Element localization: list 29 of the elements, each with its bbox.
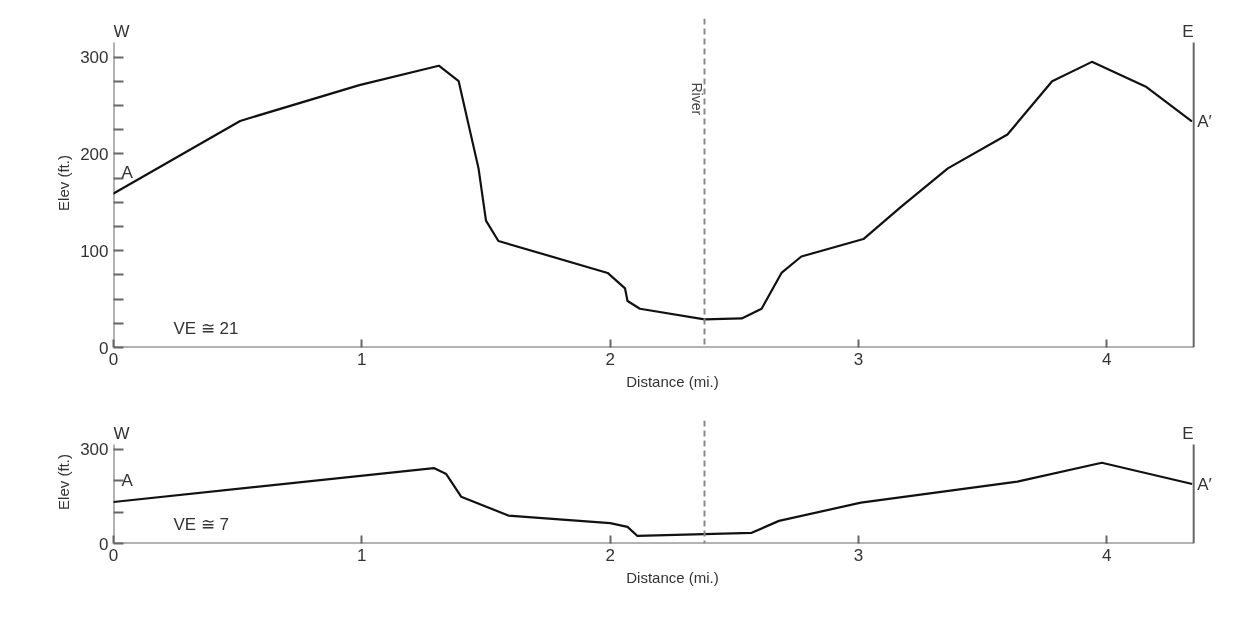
annotation: A xyxy=(121,471,134,491)
x-tick-label: 4 xyxy=(1102,545,1112,565)
text: W xyxy=(113,423,130,443)
y-tick-label: 300 xyxy=(80,440,109,460)
x-tick-label: 3 xyxy=(853,349,864,369)
text: E xyxy=(1182,423,1194,443)
text: W xyxy=(113,21,130,41)
x-axis-title: Distance (mi.) xyxy=(626,372,719,390)
x-tick-label: 4 xyxy=(1102,349,1112,369)
y-tick-label: 100 xyxy=(80,241,109,261)
y-tick-label: 200 xyxy=(80,144,109,164)
line-series xyxy=(113,60,1193,321)
text: E xyxy=(1182,21,1194,41)
y-axis-title: Elev (ft.) xyxy=(55,155,73,211)
line-series xyxy=(113,461,1193,538)
annotation: A xyxy=(121,162,134,182)
y-tick-label: 300 xyxy=(80,48,109,68)
x-tick-label: 2 xyxy=(605,349,615,369)
y-axis-title: Elev (ft.) xyxy=(55,454,73,510)
x-tick-label: 1 xyxy=(357,349,367,369)
ref-line-label: River xyxy=(688,82,705,116)
x-tick-label: 3 xyxy=(853,545,864,565)
text: A′ xyxy=(1197,474,1212,494)
x-axis-title: Distance (mi.) xyxy=(626,568,719,586)
text: A′ xyxy=(1197,111,1212,131)
x-tick-label: 2 xyxy=(605,545,615,565)
x-tick-label: 1 xyxy=(357,545,367,565)
annotation: VE ≅ 21 xyxy=(173,318,239,338)
annotation: VE ≅ 7 xyxy=(173,514,230,534)
